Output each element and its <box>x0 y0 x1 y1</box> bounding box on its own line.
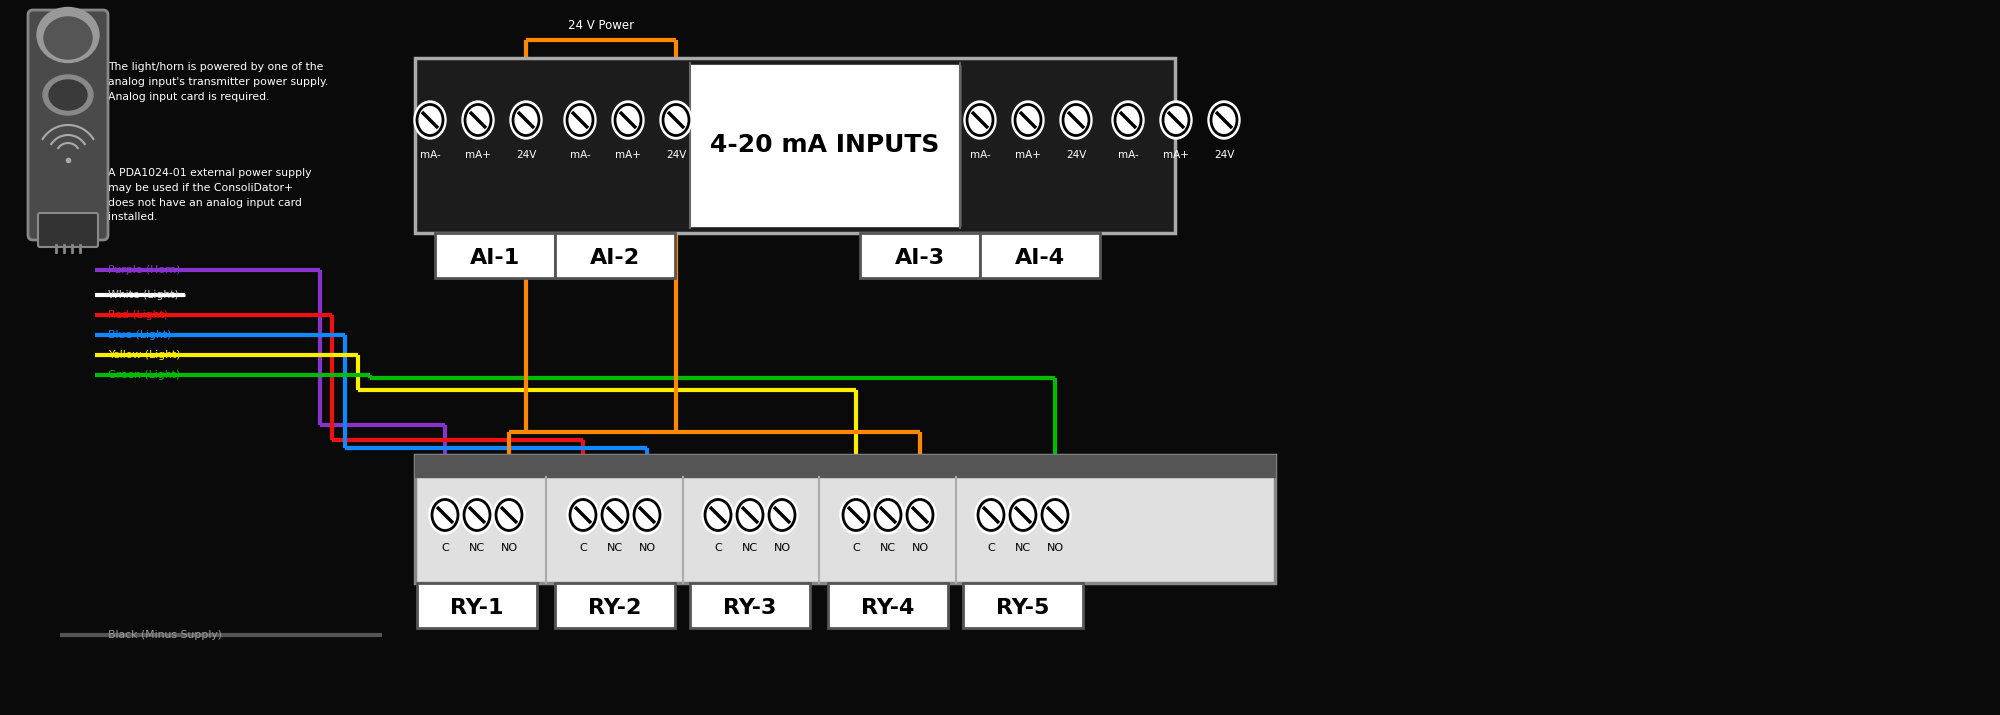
Ellipse shape <box>904 496 936 534</box>
Ellipse shape <box>612 101 644 139</box>
Ellipse shape <box>1060 101 1092 139</box>
Text: Yellow (Light): Yellow (Light) <box>108 350 180 360</box>
Ellipse shape <box>564 101 596 139</box>
Ellipse shape <box>1112 101 1144 139</box>
FancyBboxPatch shape <box>416 455 1276 583</box>
Text: C: C <box>580 543 586 553</box>
Ellipse shape <box>964 101 996 139</box>
Text: RY-3: RY-3 <box>724 598 776 618</box>
FancyBboxPatch shape <box>964 583 1084 628</box>
Ellipse shape <box>48 80 88 110</box>
Ellipse shape <box>414 101 446 139</box>
Text: Red (Light): Red (Light) <box>108 310 168 320</box>
FancyBboxPatch shape <box>416 583 536 628</box>
Ellipse shape <box>568 496 600 534</box>
Text: NO: NO <box>638 543 656 553</box>
FancyBboxPatch shape <box>28 10 108 240</box>
Text: NO: NO <box>912 543 928 553</box>
Ellipse shape <box>1012 101 1044 139</box>
Text: C: C <box>714 543 722 553</box>
Text: NO: NO <box>1046 543 1064 553</box>
Ellipse shape <box>1160 101 1192 139</box>
Ellipse shape <box>1208 101 1240 139</box>
Ellipse shape <box>44 17 92 59</box>
Ellipse shape <box>660 101 692 139</box>
Ellipse shape <box>702 496 734 534</box>
Ellipse shape <box>44 75 92 115</box>
Text: mA-: mA- <box>420 150 440 160</box>
Text: NC: NC <box>1014 543 1032 553</box>
Ellipse shape <box>510 101 542 139</box>
Text: AI-2: AI-2 <box>590 247 640 267</box>
FancyBboxPatch shape <box>860 233 980 278</box>
FancyBboxPatch shape <box>416 455 1276 477</box>
Text: C: C <box>852 543 860 553</box>
Text: NC: NC <box>468 543 486 553</box>
Text: Purple (Horn): Purple (Horn) <box>108 265 180 275</box>
Text: mA+: mA+ <box>616 150 640 160</box>
Ellipse shape <box>1040 496 1072 534</box>
Text: NC: NC <box>742 543 758 553</box>
Text: mA-: mA- <box>970 150 990 160</box>
Text: NC: NC <box>606 543 624 553</box>
Text: Green (Light): Green (Light) <box>108 370 180 380</box>
Text: Blue (Light): Blue (Light) <box>108 330 172 340</box>
Text: 24V: 24V <box>1214 150 1234 160</box>
Ellipse shape <box>492 496 524 534</box>
Ellipse shape <box>976 496 1008 534</box>
Text: AI-1: AI-1 <box>470 247 520 267</box>
FancyBboxPatch shape <box>980 233 1100 278</box>
Ellipse shape <box>872 496 904 534</box>
Ellipse shape <box>1008 496 1040 534</box>
Text: NC: NC <box>880 543 896 553</box>
FancyBboxPatch shape <box>828 583 948 628</box>
Text: mA+: mA+ <box>1164 150 1188 160</box>
Text: White (Light): White (Light) <box>108 290 178 300</box>
Text: 24V: 24V <box>1066 150 1086 160</box>
Text: mA+: mA+ <box>1016 150 1040 160</box>
Ellipse shape <box>600 496 632 534</box>
Ellipse shape <box>840 496 872 534</box>
Text: 4-20 mA INPUTS: 4-20 mA INPUTS <box>710 134 940 157</box>
Text: RY-5: RY-5 <box>996 598 1050 618</box>
Text: mA+: mA+ <box>466 150 490 160</box>
Ellipse shape <box>734 496 766 534</box>
Text: mA-: mA- <box>1118 150 1138 160</box>
Text: AI-4: AI-4 <box>1014 247 1066 267</box>
FancyBboxPatch shape <box>416 58 1176 233</box>
Text: 24V: 24V <box>516 150 536 160</box>
Text: C: C <box>988 543 994 553</box>
Ellipse shape <box>428 496 460 534</box>
Text: AI-3: AI-3 <box>894 247 946 267</box>
Ellipse shape <box>462 101 494 139</box>
Text: A PDA1024-01 external power supply
may be used if the ConsoliDator+
does not hav: A PDA1024-01 external power supply may b… <box>108 168 312 222</box>
FancyBboxPatch shape <box>690 65 960 226</box>
Text: 24 V Power: 24 V Power <box>568 19 634 32</box>
Text: NO: NO <box>500 543 518 553</box>
FancyBboxPatch shape <box>556 233 676 278</box>
FancyBboxPatch shape <box>38 213 98 247</box>
Text: RY-4: RY-4 <box>862 598 914 618</box>
Text: Black (Minus Supply): Black (Minus Supply) <box>108 630 222 640</box>
Ellipse shape <box>36 7 100 62</box>
Ellipse shape <box>460 496 492 534</box>
Ellipse shape <box>632 496 664 534</box>
FancyBboxPatch shape <box>556 583 676 628</box>
Text: RY-1: RY-1 <box>450 598 504 618</box>
Ellipse shape <box>766 496 798 534</box>
Text: mA-: mA- <box>570 150 590 160</box>
FancyBboxPatch shape <box>690 583 810 628</box>
Text: NO: NO <box>774 543 790 553</box>
Text: The light/horn is powered by one of the
analog input's transmitter power supply.: The light/horn is powered by one of the … <box>108 62 328 102</box>
FancyBboxPatch shape <box>436 233 556 278</box>
Text: 24V: 24V <box>666 150 686 160</box>
Text: C: C <box>442 543 448 553</box>
Text: RY-2: RY-2 <box>588 598 642 618</box>
